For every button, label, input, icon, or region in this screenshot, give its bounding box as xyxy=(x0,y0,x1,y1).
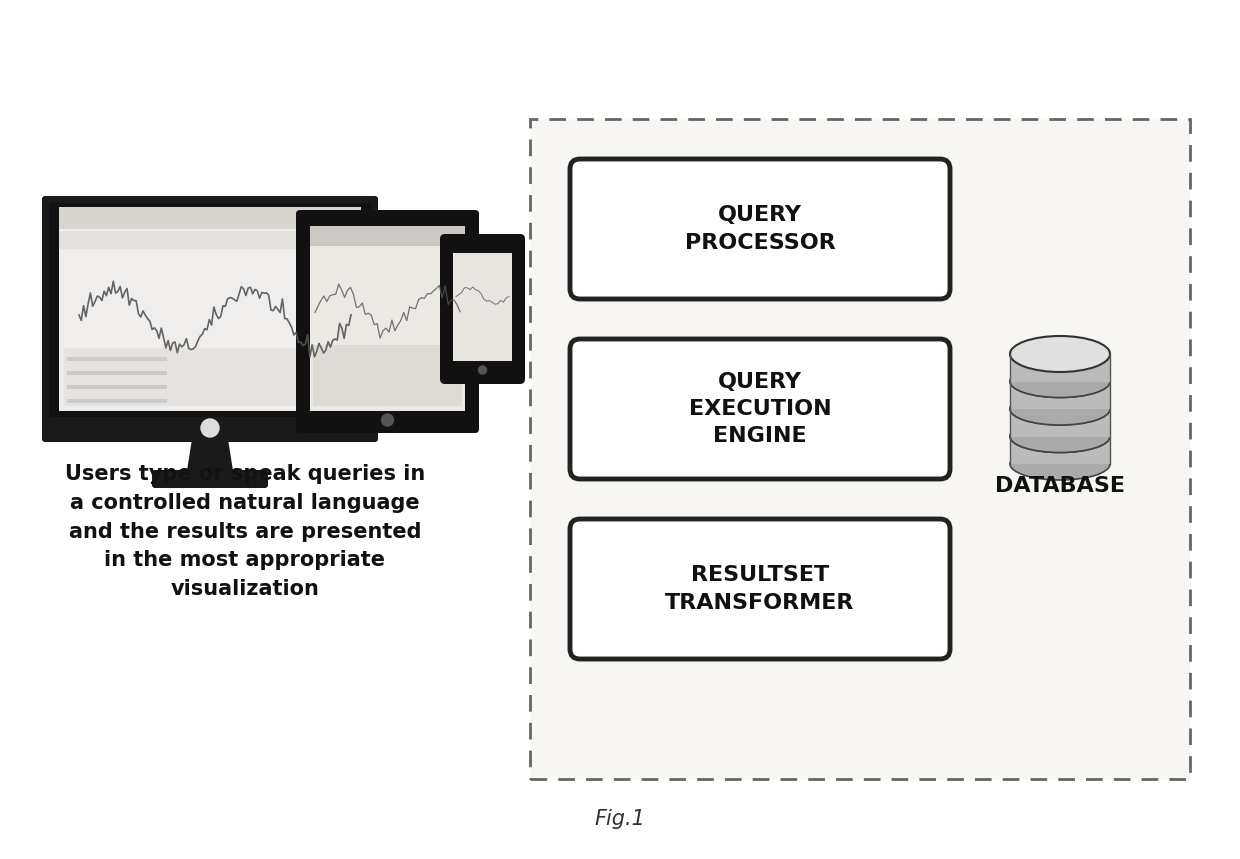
Ellipse shape xyxy=(1011,338,1110,370)
FancyBboxPatch shape xyxy=(153,470,268,488)
Ellipse shape xyxy=(1011,448,1110,480)
Bar xyxy=(64,348,356,406)
Bar xyxy=(453,253,512,361)
Text: QUERY
EXECUTION
ENGINE: QUERY EXECUTION ENGINE xyxy=(688,372,831,446)
Ellipse shape xyxy=(1011,393,1110,425)
Bar xyxy=(312,345,463,406)
Ellipse shape xyxy=(1011,365,1110,398)
Bar xyxy=(1102,354,1110,464)
Text: RESULTSET
TRANSFORMER: RESULTSET TRANSFORMER xyxy=(666,565,854,612)
Text: QUERY
PROCESSOR: QUERY PROCESSOR xyxy=(684,205,836,253)
Circle shape xyxy=(201,419,219,437)
Bar xyxy=(60,207,361,411)
Bar xyxy=(67,357,167,361)
Bar xyxy=(67,371,167,375)
Bar xyxy=(1011,354,1110,381)
Bar xyxy=(45,417,374,439)
Bar xyxy=(50,203,371,417)
Bar xyxy=(1011,354,1018,464)
Text: Fig.1: Fig.1 xyxy=(594,809,646,829)
Bar xyxy=(310,226,465,411)
Bar xyxy=(60,207,361,229)
Text: DATABASE: DATABASE xyxy=(994,476,1125,496)
Bar xyxy=(1011,436,1110,464)
Ellipse shape xyxy=(1011,393,1110,425)
Polygon shape xyxy=(186,439,234,477)
Circle shape xyxy=(479,366,486,374)
Bar xyxy=(67,385,167,389)
FancyBboxPatch shape xyxy=(570,339,950,479)
Text: Users type or speak queries in
a controlled natural language
and the results are: Users type or speak queries in a control… xyxy=(64,464,425,600)
Bar xyxy=(67,399,167,403)
Bar xyxy=(60,231,361,249)
FancyBboxPatch shape xyxy=(42,196,378,442)
Bar xyxy=(1011,409,1110,436)
Ellipse shape xyxy=(1011,421,1110,453)
Ellipse shape xyxy=(1011,336,1110,372)
FancyBboxPatch shape xyxy=(529,119,1190,779)
FancyBboxPatch shape xyxy=(296,210,479,433)
Circle shape xyxy=(382,414,393,426)
FancyBboxPatch shape xyxy=(440,234,525,384)
Bar xyxy=(310,226,465,246)
Bar xyxy=(1011,354,1110,464)
FancyBboxPatch shape xyxy=(570,159,950,299)
Bar xyxy=(1011,381,1110,409)
FancyBboxPatch shape xyxy=(570,519,950,659)
Ellipse shape xyxy=(1011,365,1110,398)
Ellipse shape xyxy=(1011,421,1110,453)
